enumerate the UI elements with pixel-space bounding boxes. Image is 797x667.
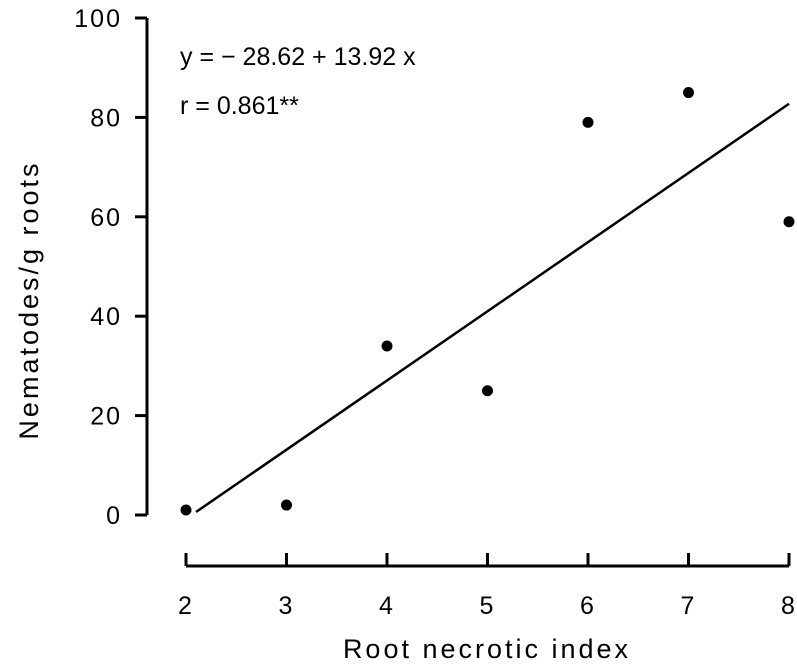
data-point bbox=[180, 504, 192, 516]
x-tick-label: 3 bbox=[279, 592, 295, 620]
x-tick-label: 6 bbox=[580, 592, 596, 620]
data-point bbox=[281, 499, 292, 511]
y-axis-label: Nematodes/g roots bbox=[14, 160, 44, 439]
correlation-coefficient: r = 0.861** bbox=[180, 92, 299, 120]
data-point bbox=[482, 385, 493, 397]
x-tick-label: 7 bbox=[681, 592, 697, 620]
x-axis-ticks: 2 3 4 5 6 7 8 bbox=[178, 553, 797, 620]
data-point bbox=[582, 116, 594, 128]
y-tick-label: 80 bbox=[90, 104, 122, 132]
x-tick-label: 2 bbox=[178, 592, 194, 620]
data-point bbox=[381, 340, 393, 352]
y-axis-ticks: 0 20 40 60 80 100 bbox=[74, 5, 147, 530]
x-tick-label: 8 bbox=[781, 592, 797, 620]
data-point bbox=[783, 216, 795, 228]
y-tick-label: 40 bbox=[90, 303, 122, 331]
x-tick-label: 4 bbox=[379, 592, 395, 620]
y-tick-label: 60 bbox=[90, 204, 122, 232]
data-point bbox=[683, 87, 694, 99]
regression-equation: y = − 28.62 + 13.92 x bbox=[180, 43, 416, 71]
x-axis-label: Root necrotic index bbox=[343, 634, 631, 664]
x-tick-label: 5 bbox=[480, 592, 496, 620]
y-tick-label: 100 bbox=[74, 5, 122, 33]
regression-line bbox=[195, 102, 790, 513]
y-tick-label: 20 bbox=[90, 403, 122, 431]
y-tick-label: 0 bbox=[106, 502, 122, 530]
data-points bbox=[180, 87, 795, 516]
